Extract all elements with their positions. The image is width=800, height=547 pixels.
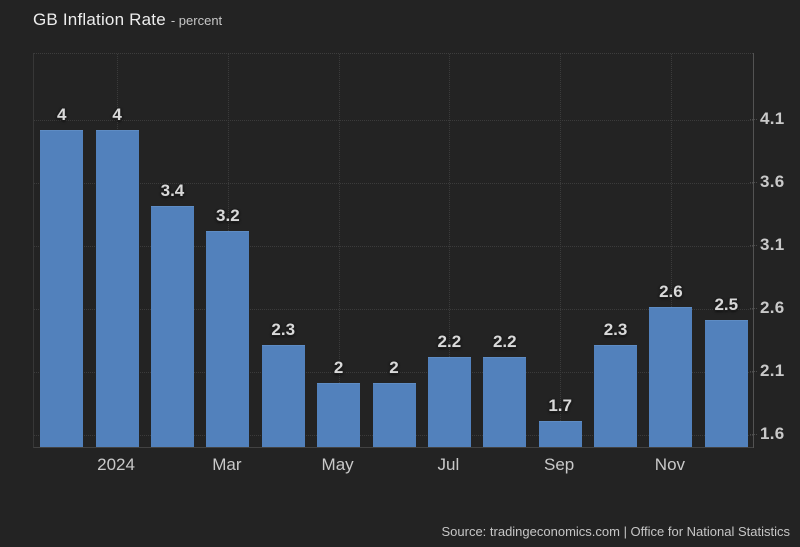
x-axis-tick-label: Mar <box>212 455 242 474</box>
vertical-gridline <box>670 54 672 447</box>
y-axis-tick-label: 2.1 <box>760 361 785 381</box>
bar[interactable] <box>704 319 748 447</box>
vertical-gridline <box>560 54 562 447</box>
vertical-gridline <box>338 54 340 447</box>
bar-value-label: 2.2 <box>437 332 462 352</box>
horizontal-gridline <box>34 372 753 374</box>
chart-title: GB Inflation Rate - percent <box>33 10 222 30</box>
y-axis-tick <box>750 307 757 309</box>
x-axis-tick-label: Jul <box>437 455 460 474</box>
bar-value-label: 1.7 <box>548 395 572 415</box>
bar-value-label: 2 <box>333 357 344 377</box>
bar[interactable] <box>95 130 139 447</box>
bar[interactable] <box>206 231 250 447</box>
y-axis-tick <box>750 118 757 120</box>
bar-value-label: 2.3 <box>603 319 628 339</box>
y-axis-tick-label: 2.6 <box>760 297 785 317</box>
horizontal-gridline <box>34 245 753 247</box>
y-axis-tick-label: 3.1 <box>760 234 785 254</box>
y-axis-tick-label: 4.1 <box>760 108 785 128</box>
bar-value-label: 2.2 <box>492 332 517 352</box>
bar[interactable] <box>261 344 305 447</box>
bar-value-label: 4 <box>56 105 67 125</box>
chart-title-text: GB Inflation Rate <box>33 10 166 29</box>
bar-value-label: 4 <box>112 105 122 125</box>
bar-value-label: 3.2 <box>216 206 240 226</box>
vertical-gridline <box>449 54 451 447</box>
y-axis-tick-label: 1.6 <box>760 424 785 444</box>
y-axis-line <box>753 53 754 448</box>
x-axis-tick-label: 2024 <box>97 455 135 474</box>
bar-value-label: 2.5 <box>714 294 739 314</box>
bar[interactable] <box>317 382 361 447</box>
horizontal-gridline <box>34 308 753 310</box>
bar[interactable] <box>40 130 84 447</box>
bar[interactable] <box>372 382 416 447</box>
bar[interactable] <box>538 420 582 447</box>
horizontal-gridline <box>34 182 753 184</box>
source-attribution: Source: tradingeconomics.com | Office fo… <box>441 524 790 539</box>
y-axis-tick <box>750 434 757 436</box>
bar[interactable] <box>594 344 638 447</box>
x-axis-tick-label: Nov <box>654 455 686 474</box>
y-axis-tick <box>750 371 757 373</box>
chart-title-unit: - percent <box>170 13 223 28</box>
y-axis-tick-label: 3.6 <box>760 171 785 191</box>
bar[interactable] <box>649 306 693 447</box>
bar-value-label: 2.6 <box>659 281 683 301</box>
bar-value-label: 2.3 <box>271 319 296 339</box>
y-axis-tick <box>750 244 757 246</box>
x-axis-tick-label: May <box>321 455 354 474</box>
x-axis-tick-label: Sep <box>544 455 575 474</box>
bar[interactable] <box>150 205 194 447</box>
horizontal-gridline <box>34 119 753 121</box>
bar-value-label: 3.4 <box>160 180 185 200</box>
bar[interactable] <box>427 357 471 447</box>
plot-area[interactable]: 4 4 3.4 3.2 2.3 2 2 2.2 2.2 1.7 2.3 2.6 2.5 <box>33 53 753 448</box>
y-axis-tick <box>750 181 757 183</box>
bar[interactable] <box>483 357 527 447</box>
bar-value-label: 2 <box>389 357 399 377</box>
